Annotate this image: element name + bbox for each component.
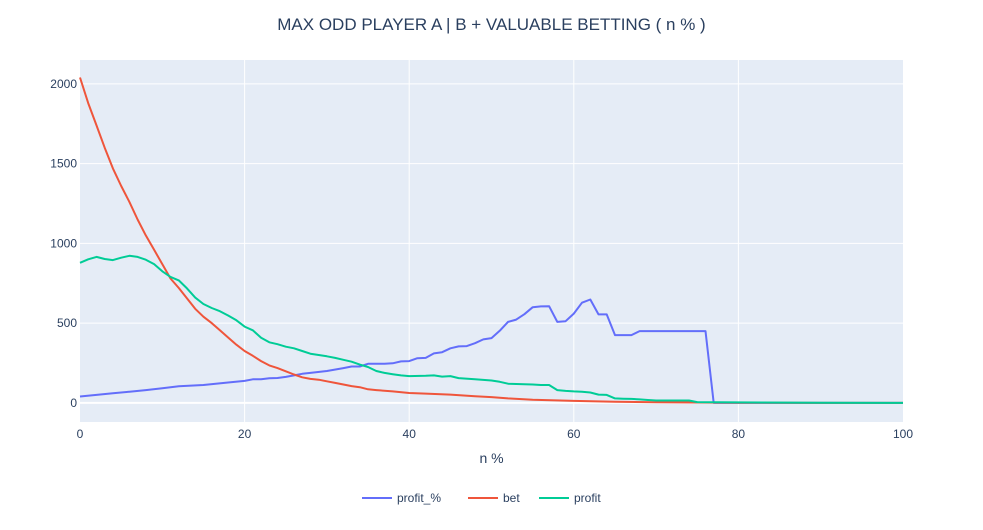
y-tick-label: 2000 [50, 77, 77, 91]
series-line-profit [79, 254, 904, 404]
legend-label: profit_% [397, 491, 441, 505]
y-tick-label: 1000 [50, 236, 77, 250]
x-tick-label: 40 [403, 427, 417, 441]
plot-area [80, 60, 903, 422]
y-tick-label: 0 [70, 396, 77, 410]
legend-item[interactable]: profit [539, 491, 601, 505]
x-tick-label: 60 [567, 427, 581, 441]
x-tick-label: 100 [893, 427, 913, 441]
x-tick-label: 20 [238, 427, 252, 441]
gridlines [80, 60, 903, 422]
legend-label: bet [503, 491, 520, 505]
chart-title: MAX ODD PLAYER A | B + VALUABLE BETTING … [277, 15, 705, 34]
legend-item[interactable]: profit_% [362, 491, 441, 505]
series-line-profit- [79, 298, 903, 404]
legend: profit_% bet profit [362, 491, 601, 505]
x-axis-label: n % [479, 450, 503, 466]
legend-label: profit [574, 491, 601, 505]
series-lines [79, 77, 904, 404]
series-line-bet [79, 77, 903, 404]
x-tick-label: 80 [732, 427, 746, 441]
x-tick-label: 0 [77, 427, 84, 441]
y-tick-label: 1500 [50, 157, 77, 171]
legend-item[interactable]: bet [468, 491, 520, 505]
y-tick-label: 500 [57, 316, 77, 330]
